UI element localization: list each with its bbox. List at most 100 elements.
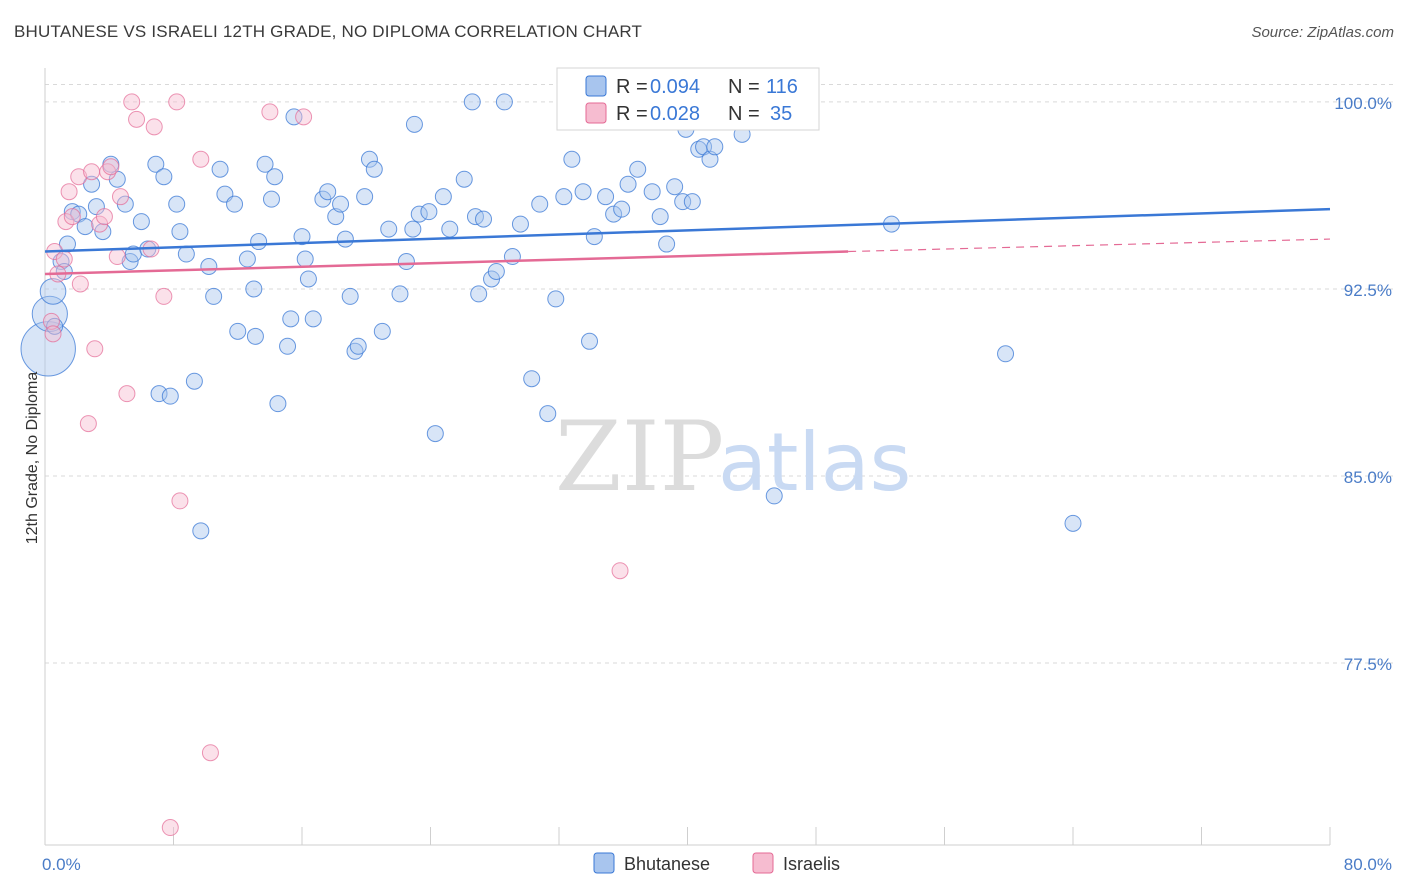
data-point-bhutanese xyxy=(356,188,374,206)
axes xyxy=(44,68,1331,846)
data-point-bhutanese xyxy=(132,213,150,231)
data-point-bhutanese xyxy=(373,322,391,340)
data-point-israelis xyxy=(60,183,78,201)
trend-line-israelis-extension xyxy=(848,238,1331,253)
data-point-bhutanese xyxy=(643,183,661,201)
data-point-israelis xyxy=(86,340,104,358)
data-point-bhutanese xyxy=(619,175,637,193)
data-point-israelis xyxy=(611,562,629,580)
data-point-bhutanese xyxy=(475,210,493,228)
series-bhutanese xyxy=(20,93,1082,540)
data-point-israelis xyxy=(123,93,141,111)
data-point-bhutanese xyxy=(39,278,67,305)
data-point-bhutanese xyxy=(304,310,322,328)
data-point-bhutanese xyxy=(455,170,473,188)
data-point-bhutanese xyxy=(266,168,284,186)
data-point-bhutanese xyxy=(177,245,195,263)
data-point-bhutanese xyxy=(1064,514,1082,532)
legend-swatch-bhutanese xyxy=(585,75,607,97)
data-point-bhutanese xyxy=(463,93,481,111)
legend-r-label-bhutanese: R = xyxy=(616,76,653,98)
data-point-israelis xyxy=(63,208,81,226)
data-point-bhutanese xyxy=(539,405,557,423)
data-point-israelis xyxy=(155,287,173,305)
gridlines xyxy=(45,83,1395,664)
data-point-israelis xyxy=(95,208,113,226)
data-point-bhutanese xyxy=(420,203,438,221)
data-point-bhutanese xyxy=(76,218,94,236)
watermark-atlas: atlas xyxy=(718,416,911,509)
tick-labels: 100.0% 92.5% 85.0% 77.5% 0.0% 80.0% xyxy=(42,94,1392,874)
data-point-bhutanese xyxy=(487,262,505,280)
legend-swatch-israelis xyxy=(585,102,607,124)
data-point-bhutanese xyxy=(574,183,592,201)
data-point-bhutanese xyxy=(765,487,783,505)
data-point-bhutanese xyxy=(380,220,398,238)
data-point-bhutanese xyxy=(246,327,264,345)
y-tick-label: 85.0% xyxy=(1344,468,1392,487)
data-point-bhutanese xyxy=(192,522,210,540)
data-point-bhutanese xyxy=(434,188,452,206)
source-label: Source: ZipAtlas.com xyxy=(1251,24,1394,41)
data-point-bhutanese xyxy=(83,175,101,193)
data-point-israelis xyxy=(145,118,163,136)
data-point-bhutanese xyxy=(701,150,719,168)
data-point-bhutanese xyxy=(666,178,684,196)
legend-r-value-bhutanese: 0.094 xyxy=(650,76,700,98)
data-point-bhutanese xyxy=(161,387,179,405)
data-point-bhutanese xyxy=(238,250,256,268)
data-point-bhutanese xyxy=(683,193,701,211)
data-point-bhutanese xyxy=(531,195,549,213)
y-tick-label: 77.5% xyxy=(1344,655,1392,674)
data-point-bhutanese xyxy=(405,115,423,133)
data-point-bhutanese xyxy=(410,205,428,223)
x-tick-label: 80.0% xyxy=(1344,855,1392,874)
x-tick-label: 0.0% xyxy=(42,855,81,874)
trend-line-israelis xyxy=(44,250,849,276)
data-point-bhutanese xyxy=(245,280,263,298)
data-point-israelis xyxy=(71,275,89,293)
data-point-bhutanese xyxy=(349,337,367,355)
y-tick-label: 100.0% xyxy=(1334,94,1392,113)
data-point-bhutanese xyxy=(563,150,581,168)
bottom-legend-swatch-bhutanese xyxy=(593,852,615,874)
data-point-israelis xyxy=(128,110,146,128)
data-point-bhutanese xyxy=(205,287,223,305)
data-point-israelis xyxy=(44,325,62,343)
data-point-bhutanese xyxy=(360,150,378,168)
data-point-bhutanese xyxy=(296,250,314,268)
data-point-bhutanese xyxy=(285,108,303,126)
watermark-zip: ZIP xyxy=(555,401,724,513)
data-point-bhutanese xyxy=(269,395,287,413)
legend-n-label-israelis: N = xyxy=(728,103,765,125)
data-point-israelis xyxy=(201,744,219,762)
chart-title: BHUTANESE VS ISRAELI 12TH GRADE, NO DIPL… xyxy=(14,22,643,41)
stats-legend: R = 0.094 N = 116 R = 0.028 N = 35 xyxy=(556,67,820,131)
data-point-bhutanese xyxy=(200,257,218,275)
data-point-bhutanese xyxy=(426,425,444,443)
data-point-bhutanese xyxy=(282,310,300,328)
data-point-bhutanese xyxy=(706,138,724,156)
bottom-legend-swatch-israelis xyxy=(752,852,774,874)
data-point-bhutanese xyxy=(391,285,409,303)
data-point-bhutanese xyxy=(168,195,186,213)
data-point-bhutanese xyxy=(250,233,268,251)
data-point-bhutanese xyxy=(523,370,541,388)
data-point-bhutanese xyxy=(613,200,631,218)
data-point-bhutanese xyxy=(262,190,280,208)
bottom-legend-label-bhutanese: Bhutanese xyxy=(624,854,710,874)
data-point-israelis xyxy=(79,415,97,433)
data-point-israelis xyxy=(261,103,279,121)
series-legend: Bhutanese Israelis xyxy=(593,852,840,874)
legend-n-label-bhutanese: N = xyxy=(728,76,765,98)
watermark: ZIP atlas xyxy=(555,401,911,513)
data-point-bhutanese xyxy=(341,287,359,305)
data-point-bhutanese xyxy=(185,372,203,390)
legend-r-label-israelis: R = xyxy=(616,103,653,125)
legend-n-value-bhutanese: 116 xyxy=(766,76,798,98)
data-point-israelis xyxy=(42,312,60,330)
data-point-israelis xyxy=(111,188,129,206)
data-point-bhutanese xyxy=(997,345,1015,363)
data-point-israelis xyxy=(118,385,136,403)
